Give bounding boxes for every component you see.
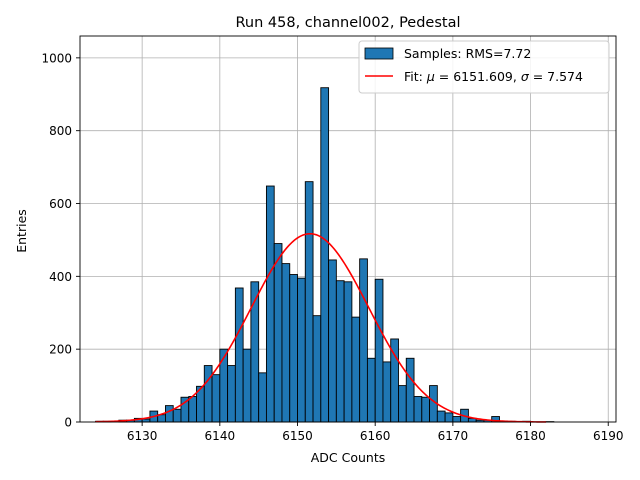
plot-frame <box>79 35 617 423</box>
histogram-bar <box>227 365 236 423</box>
histogram-bar <box>312 315 322 423</box>
histogram-bar <box>211 374 221 423</box>
x-tick-label: 6160 <box>360 429 391 443</box>
histogram-bar <box>444 412 454 423</box>
histogram-bar <box>335 280 345 423</box>
chart-title: Run 458, channel002, Pedestal <box>235 15 460 31</box>
legend-histogram-swatch <box>364 47 394 60</box>
histogram-bar <box>273 243 283 423</box>
fit-curve-group <box>95 232 547 423</box>
x-tick-label: 6130 <box>127 429 158 443</box>
y-axis-label: Entries <box>14 209 29 253</box>
histogram-bar <box>219 348 229 423</box>
histogram-bar <box>281 263 291 423</box>
histogram-bar <box>250 281 260 423</box>
histogram-bar <box>343 281 353 423</box>
x-tick-label: 6140 <box>205 429 236 443</box>
x-axis-label: ADC Counts <box>311 450 386 465</box>
legend-fit-label: Fit: μ = 6151.609, σ = 7.574 <box>404 69 583 84</box>
legend: Samples: RMS=7.72 Fit: μ = 6151.609, σ =… <box>358 40 610 94</box>
histogram-bar <box>421 396 431 423</box>
y-tick-label: 800 <box>49 124 72 138</box>
histogram-bar <box>382 361 392 423</box>
histogram-bar <box>242 348 252 423</box>
histogram-bar <box>436 410 446 423</box>
x-axis-ticks: 6130 6140 6150 6160 6170 6180 6190 <box>127 422 624 443</box>
histogram-bar <box>374 278 384 423</box>
histogram-bar <box>398 385 407 423</box>
y-tick-label: 1000 <box>41 51 72 65</box>
y-axis-ticks: 0 200 400 600 800 1000 <box>41 51 80 430</box>
x-tick-label: 6190 <box>593 429 624 443</box>
x-tick-label: 6170 <box>438 429 469 443</box>
histogram-bar <box>359 258 368 423</box>
histogram-bar <box>164 405 174 423</box>
histogram-bar <box>234 287 244 423</box>
x-tick-label: 6150 <box>282 429 313 443</box>
histogram-bar <box>258 372 267 423</box>
histogram-bar <box>452 416 462 423</box>
histogram-bar <box>405 357 415 423</box>
histogram-bar <box>328 259 337 423</box>
histogram-bar <box>304 181 314 423</box>
y-tick-label: 0 <box>64 416 72 430</box>
histogram-bar <box>413 396 423 423</box>
y-tick-label: 200 <box>49 343 72 357</box>
histogram-bar <box>188 396 197 423</box>
histogram-bar <box>297 277 306 423</box>
x-tick-label: 6180 <box>515 429 546 443</box>
histogram-bar <box>203 365 213 423</box>
fit-curve <box>95 232 547 423</box>
histogram-bar <box>320 87 330 423</box>
y-tick-label: 600 <box>49 197 72 211</box>
legend-box <box>358 40 610 94</box>
histogram-bar <box>289 274 298 423</box>
legend-histogram-label: Samples: RMS=7.72 <box>404 46 531 61</box>
histogram-bar <box>351 316 361 423</box>
histogram-bar <box>172 408 182 423</box>
y-tick-label: 400 <box>49 270 72 284</box>
histogram-bar <box>366 357 376 423</box>
histogram-bar <box>265 185 275 423</box>
histogram-bars <box>95 87 555 423</box>
